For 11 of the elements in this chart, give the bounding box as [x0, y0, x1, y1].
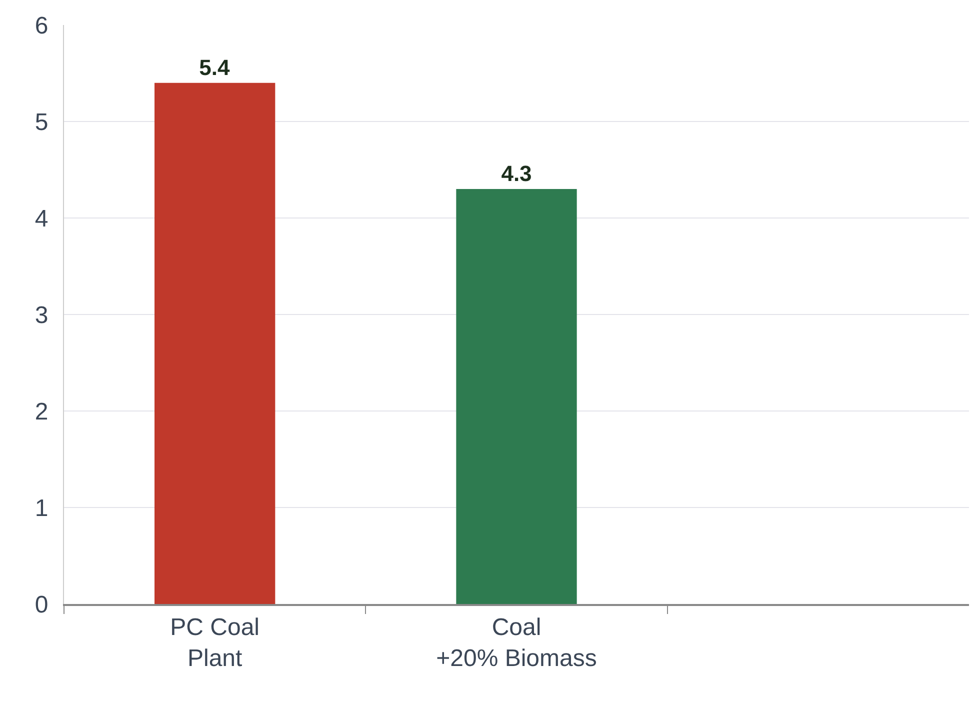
x-tick-label: Coal +20% Biomass — [436, 614, 597, 672]
y-tick-label: 5 — [34, 108, 48, 136]
data-label: 5.4 — [199, 54, 231, 80]
y-tick-label: 3 — [34, 302, 48, 329]
y-tick-label: 2 — [34, 398, 48, 426]
x-tick-label: PC Coal Plant — [170, 614, 260, 672]
y-tick-label: 6 — [34, 12, 48, 40]
y-tick-label: 4 — [34, 205, 48, 232]
y-tick-label: 0 — [34, 591, 48, 618]
data-label: 4.3 — [501, 161, 532, 186]
y-tick-label: 1 — [34, 494, 48, 522]
